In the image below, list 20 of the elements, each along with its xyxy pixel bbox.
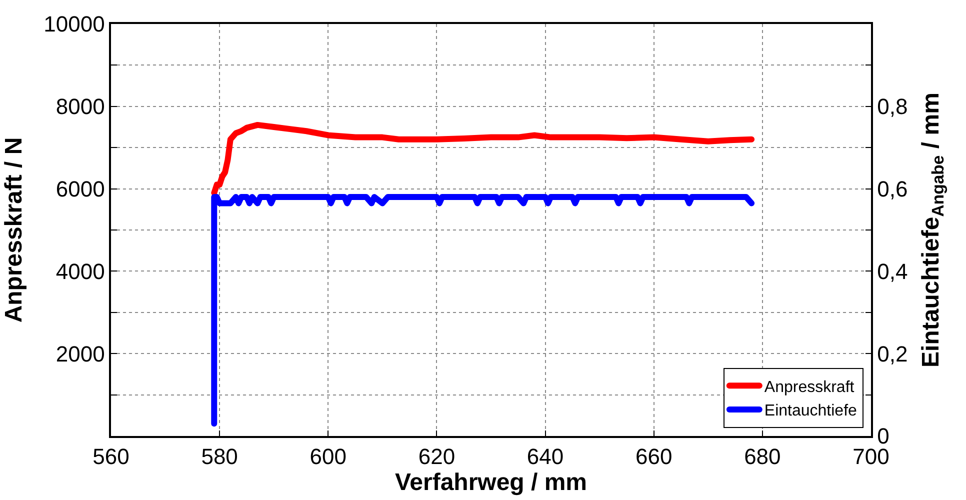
y-tick-label: 2000 <box>56 341 105 366</box>
x-tick-label: 600 <box>310 444 346 470</box>
y-tick-label: 8000 <box>56 94 105 120</box>
legend-label: Anpresskraft <box>764 378 855 396</box>
x-tick-label: 640 <box>526 444 564 470</box>
y-tick-label: 10000 <box>44 12 105 37</box>
y2-tick-label: 0,8 <box>877 94 908 120</box>
y-tick-label: 6000 <box>56 176 105 202</box>
x-tick-label: 680 <box>744 444 781 470</box>
x-tick-label: 620 <box>418 444 456 470</box>
x-tick-label: 560 <box>92 444 130 470</box>
legend-label: Eintauchtiefe <box>764 402 858 420</box>
y2-tick-label: 0,6 <box>877 176 908 202</box>
y-tick-label: 4000 <box>56 258 105 284</box>
x-tick-label: 580 <box>201 444 238 470</box>
y2-tick-label: 0,2 <box>877 341 908 366</box>
y2-tick-label: 0,4 <box>877 258 908 284</box>
x-tick-label: 660 <box>636 444 672 470</box>
y-axis-title: Anpresskraft / N <box>0 137 28 323</box>
x-axis-title: Verfahrweg / mm <box>394 469 588 496</box>
